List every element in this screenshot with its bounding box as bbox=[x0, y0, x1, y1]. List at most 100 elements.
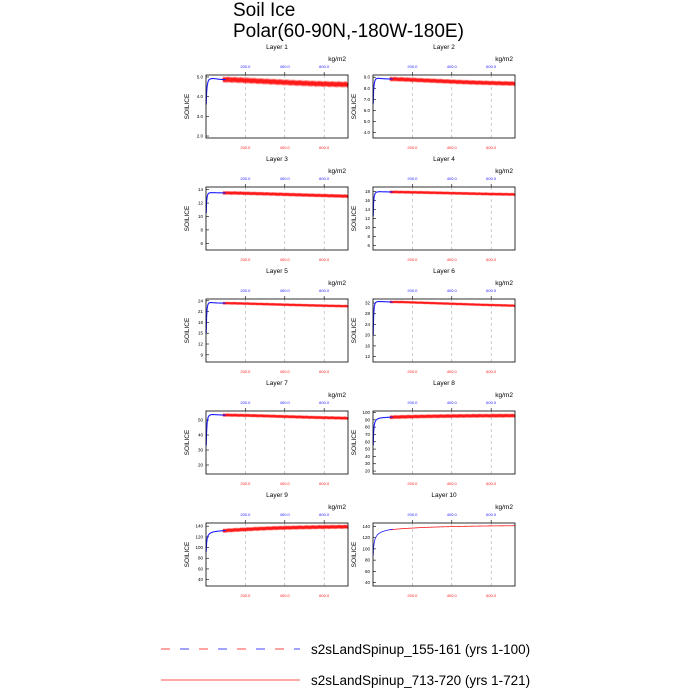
top-tick-label: 600.0 bbox=[486, 176, 497, 181]
y-tick-label: 100 bbox=[362, 546, 370, 551]
panel-title: Layer 8 bbox=[433, 380, 455, 387]
bottom-tick-label: 400.0 bbox=[447, 257, 458, 262]
top-tick-label: 200.0 bbox=[407, 288, 418, 293]
y-tick-label: 20 bbox=[365, 469, 371, 474]
top-axis-unit: kg/m2 bbox=[495, 392, 513, 399]
plot-frame bbox=[205, 298, 349, 363]
panel-title: Layer 6 bbox=[433, 268, 455, 275]
top-tick-label: 400.0 bbox=[447, 400, 458, 405]
bottom-tick-label: 600.0 bbox=[486, 593, 497, 598]
series-line bbox=[389, 413, 516, 420]
y-tick-label: 80 bbox=[198, 556, 204, 561]
plot-frame bbox=[205, 522, 349, 587]
series-line bbox=[205, 77, 226, 105]
y-tick-label: 32 bbox=[365, 301, 371, 306]
bottom-tick-label: 600.0 bbox=[319, 481, 330, 486]
bottom-tick-label: 600.0 bbox=[486, 145, 497, 150]
y-axis-label: SOILICE bbox=[351, 93, 358, 119]
chart-panel: Layer 9 kg/m2 200.0 400.0 600.0 200.0 400.0 600… bbox=[184, 492, 349, 598]
top-axis-unit: kg/m2 bbox=[495, 280, 513, 287]
y-tick-label: 40 bbox=[365, 580, 371, 585]
chart-panel: Layer 7 kg/m2 200.0 400.0 600.0 200.0 400.0 600… bbox=[184, 380, 349, 486]
series-line bbox=[389, 300, 516, 308]
y-tick-label: 60 bbox=[365, 439, 371, 444]
series-line bbox=[205, 414, 226, 446]
y-tick-label: 8 bbox=[367, 234, 370, 239]
y-tick-label: 12 bbox=[365, 216, 371, 221]
y-tick-label: 12 bbox=[198, 201, 204, 206]
series-line bbox=[372, 416, 393, 446]
plot-frame bbox=[205, 186, 349, 251]
series-line bbox=[222, 76, 349, 89]
y-tick-label: 60 bbox=[198, 566, 204, 571]
y-tick-label: 6.0 bbox=[364, 108, 371, 113]
bottom-tick-label: 600.0 bbox=[486, 369, 497, 374]
bottom-tick-label: 200.0 bbox=[240, 369, 251, 374]
plot-frame bbox=[372, 186, 516, 251]
top-tick-label: 600.0 bbox=[319, 176, 330, 181]
top-tick-label: 600.0 bbox=[319, 512, 330, 517]
chart-panel: Layer 1 kg/m2 200.0 400.0 600.0 200.0 400.0 600… bbox=[184, 44, 349, 150]
top-tick-label: 400.0 bbox=[447, 64, 458, 69]
y-tick-label: 6 bbox=[367, 243, 370, 248]
series-line bbox=[222, 524, 349, 534]
series-line bbox=[205, 529, 226, 552]
y-tick-label: 16 bbox=[365, 343, 371, 348]
top-tick-label: 600.0 bbox=[319, 64, 330, 69]
y-tick-label: 5.0 bbox=[197, 74, 204, 79]
y-axis-label: SOILICE bbox=[351, 429, 358, 455]
y-tick-label: 50 bbox=[365, 447, 371, 452]
top-tick-label: 200.0 bbox=[240, 288, 251, 293]
plot-frame bbox=[372, 410, 516, 475]
top-tick-label: 200.0 bbox=[407, 512, 418, 517]
top-tick-label: 600.0 bbox=[486, 400, 497, 405]
y-tick-label: 14 bbox=[198, 187, 204, 192]
top-tick-label: 200.0 bbox=[407, 64, 418, 69]
y-tick-label: 40 bbox=[198, 577, 204, 582]
top-tick-label: 200.0 bbox=[240, 176, 251, 181]
bottom-tick-label: 400.0 bbox=[447, 481, 458, 486]
bottom-tick-label: 600.0 bbox=[319, 257, 330, 262]
y-axis-label: SOILICE bbox=[184, 541, 191, 567]
y-tick-label: 12 bbox=[365, 354, 371, 359]
top-tick-label: 400.0 bbox=[280, 64, 291, 69]
bottom-tick-label: 600.0 bbox=[486, 481, 497, 486]
y-tick-label: 4.0 bbox=[197, 94, 204, 99]
panel-title: Layer 9 bbox=[266, 492, 288, 499]
y-tick-label: 4.0 bbox=[364, 130, 371, 135]
y-tick-label: 90 bbox=[365, 417, 371, 422]
bottom-tick-label: 600.0 bbox=[486, 257, 497, 262]
panel-title: Layer 3 bbox=[266, 156, 288, 163]
y-tick-label: 140 bbox=[362, 524, 370, 529]
top-axis-unit: kg/m2 bbox=[328, 56, 346, 63]
top-tick-label: 200.0 bbox=[407, 176, 418, 181]
panel-title: Layer 10 bbox=[431, 492, 457, 499]
y-tick-label: 120 bbox=[195, 534, 203, 539]
series-line bbox=[389, 525, 515, 531]
top-tick-label: 400.0 bbox=[447, 176, 458, 181]
plot-frame bbox=[205, 410, 349, 475]
series-line bbox=[222, 190, 349, 199]
bottom-tick-label: 600.0 bbox=[319, 593, 330, 598]
chart-panel: Layer 10 kg/m2 200.0 400.0 600.0 200.0 400.0 60… bbox=[351, 492, 516, 598]
plot-frame bbox=[372, 74, 516, 139]
top-tick-label: 200.0 bbox=[240, 512, 251, 517]
bottom-tick-label: 200.0 bbox=[240, 593, 251, 598]
top-axis-unit: kg/m2 bbox=[495, 56, 513, 63]
series-line bbox=[372, 301, 393, 336]
series-line bbox=[222, 413, 349, 421]
y-tick-label: 140 bbox=[195, 524, 203, 529]
title-line-1: Soil Ice bbox=[233, 0, 296, 21]
series-line bbox=[205, 302, 226, 334]
y-tick-label: 50 bbox=[198, 418, 204, 423]
panel-title: Layer 4 bbox=[433, 156, 455, 163]
figure-title: Soil Ice Polar(60-90N,-180W-180E) bbox=[233, 0, 464, 42]
title-line-2: Polar(60-90N,-180W-180E) bbox=[233, 21, 464, 42]
top-axis-unit: kg/m2 bbox=[495, 168, 513, 175]
y-tick-label: 120 bbox=[362, 535, 370, 540]
y-tick-label: 20 bbox=[198, 463, 204, 468]
top-tick-label: 400.0 bbox=[447, 512, 458, 517]
y-tick-label: 80 bbox=[365, 425, 371, 430]
top-tick-label: 400.0 bbox=[280, 288, 291, 293]
top-axis-unit: kg/m2 bbox=[328, 280, 346, 287]
